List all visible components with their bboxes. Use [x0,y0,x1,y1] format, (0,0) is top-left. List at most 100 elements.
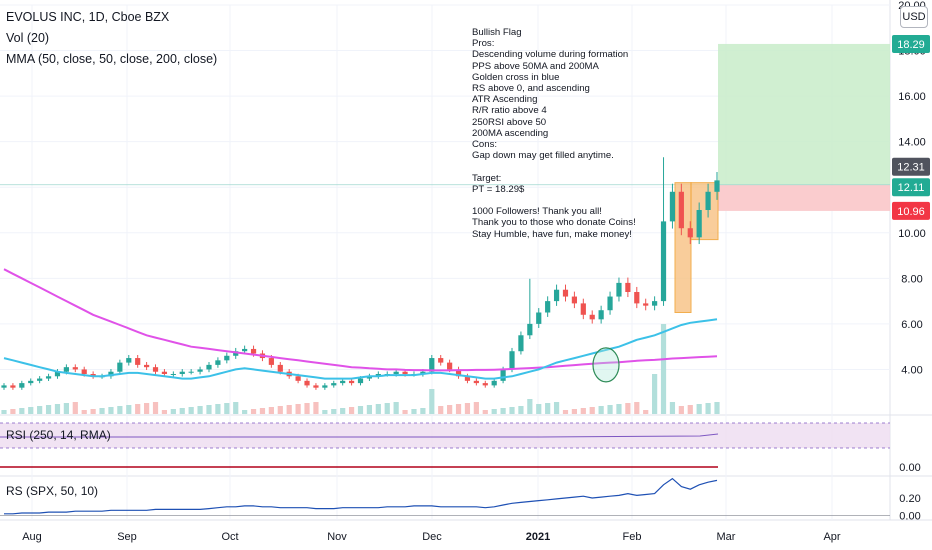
rs-line [4,477,718,515]
volume-bar [108,407,114,414]
volume-bar [616,404,622,414]
candle-body [464,376,471,381]
volume-bar [206,405,212,414]
volume-bar [580,408,586,414]
note-line: Target: [472,172,502,184]
volume-bar [420,408,426,414]
candle-body [45,376,52,379]
volume-bar [473,402,479,414]
volume-bar [286,405,292,414]
candle-body [215,360,221,365]
candle-body [660,221,667,302]
trade-note: Bullish Flag Pros: Descending volume durin… [472,27,636,240]
candle-body [589,314,595,320]
candle-body [580,303,586,315]
candle-body [527,323,533,336]
candle-body [607,296,613,311]
volume-bar [455,404,462,414]
volume-bar [553,402,560,414]
note-line: PPS above 50MA and 200MA [472,60,599,72]
candle-body [482,383,488,386]
volume-bar [81,410,87,414]
volume-bar [268,407,274,414]
volume-bar [126,405,132,414]
chart-title: EVOLUS INC, 1D, Cboe BZX [6,10,170,24]
candle-body [144,364,150,368]
candle-body [429,358,435,372]
price-tick-label: 16.00 [898,91,926,103]
candle-body [348,380,355,384]
mma-legend: MMA (50, close, 50, close, 200, close) [6,52,218,66]
volume-bar [714,402,720,414]
volume-bar [304,403,310,414]
note-line [472,195,636,206]
candle-body [126,358,132,363]
volume-bar [259,408,266,414]
volume-bar [447,405,453,414]
candle-body [553,289,560,302]
time-tick-label: Mar [717,531,736,543]
volume-bar [491,409,497,414]
candle-body [500,369,506,381]
volume-bar [509,407,515,414]
volume-bar [45,405,52,414]
volume-bar [19,408,25,414]
candle-body [224,355,230,361]
candle-body [152,367,159,372]
price-label: 18.29 [897,39,925,51]
volume-bar [233,402,239,414]
volume-bar [63,403,69,414]
candle-body [117,362,123,372]
candle-body [696,210,702,238]
note-line: Thank you to those who donate Coins! [472,217,636,229]
candle-body [72,367,78,370]
price-label-bg [892,201,930,220]
candle-body [705,191,711,210]
volume-bar [643,410,649,414]
loss-zone [718,184,890,211]
price-label: 12.31 [897,162,925,174]
volume-bar [152,402,159,414]
volume-bar [393,402,399,414]
volume-bar [224,403,230,414]
note-line: Stay Humble, have fun, make money! [472,228,632,240]
volume-bar [527,399,533,414]
candle-body [562,289,569,297]
candle-body [625,282,631,292]
volume-bar [331,409,337,414]
time-tick-label: Sep [117,531,137,543]
candle-body [170,374,176,375]
volume-bar [197,406,203,414]
candle-body [652,301,658,306]
candle-body [366,376,373,379]
volume-bar [429,389,435,414]
volume-bar [10,409,16,414]
note-line: Golden cross in blue [472,71,560,83]
currency-button[interactable]: USD [900,6,928,28]
candle-body [81,369,87,374]
price-tick-label: 4.00 [901,364,922,376]
volume-bar [518,406,524,414]
price-label: 10.96 [897,206,925,218]
candle-body [28,380,34,384]
candle-body [19,383,25,388]
volume-bar [170,409,176,414]
candle-body [340,380,346,384]
candle-body [188,371,194,373]
candle-body [63,367,69,372]
candle-body [331,383,337,386]
volume-bar [322,410,328,414]
volume-bar [28,407,34,414]
candle-body [571,296,577,304]
rsi-legend: RSI (250, 14, RMA) [6,428,111,442]
volume-bar [375,404,381,414]
candle-body [179,371,185,374]
volume-bar [634,402,640,414]
candle-body [161,371,168,374]
note-line: Cons: [472,139,498,151]
volume-legend: Vol (20) [6,31,50,45]
candle-body [536,312,542,324]
rs-tick-label: 0.20 [899,493,920,505]
volume-bar [313,402,319,414]
